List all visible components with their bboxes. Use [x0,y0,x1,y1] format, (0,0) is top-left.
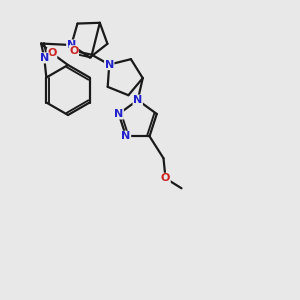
Text: O: O [69,46,79,56]
Text: N: N [40,53,49,63]
Text: O: O [47,48,57,59]
Text: N: N [67,40,76,50]
Text: N: N [133,95,142,105]
Text: N: N [105,60,114,70]
Text: N: N [114,109,123,119]
Text: O: O [161,173,170,183]
Text: N: N [122,131,130,141]
